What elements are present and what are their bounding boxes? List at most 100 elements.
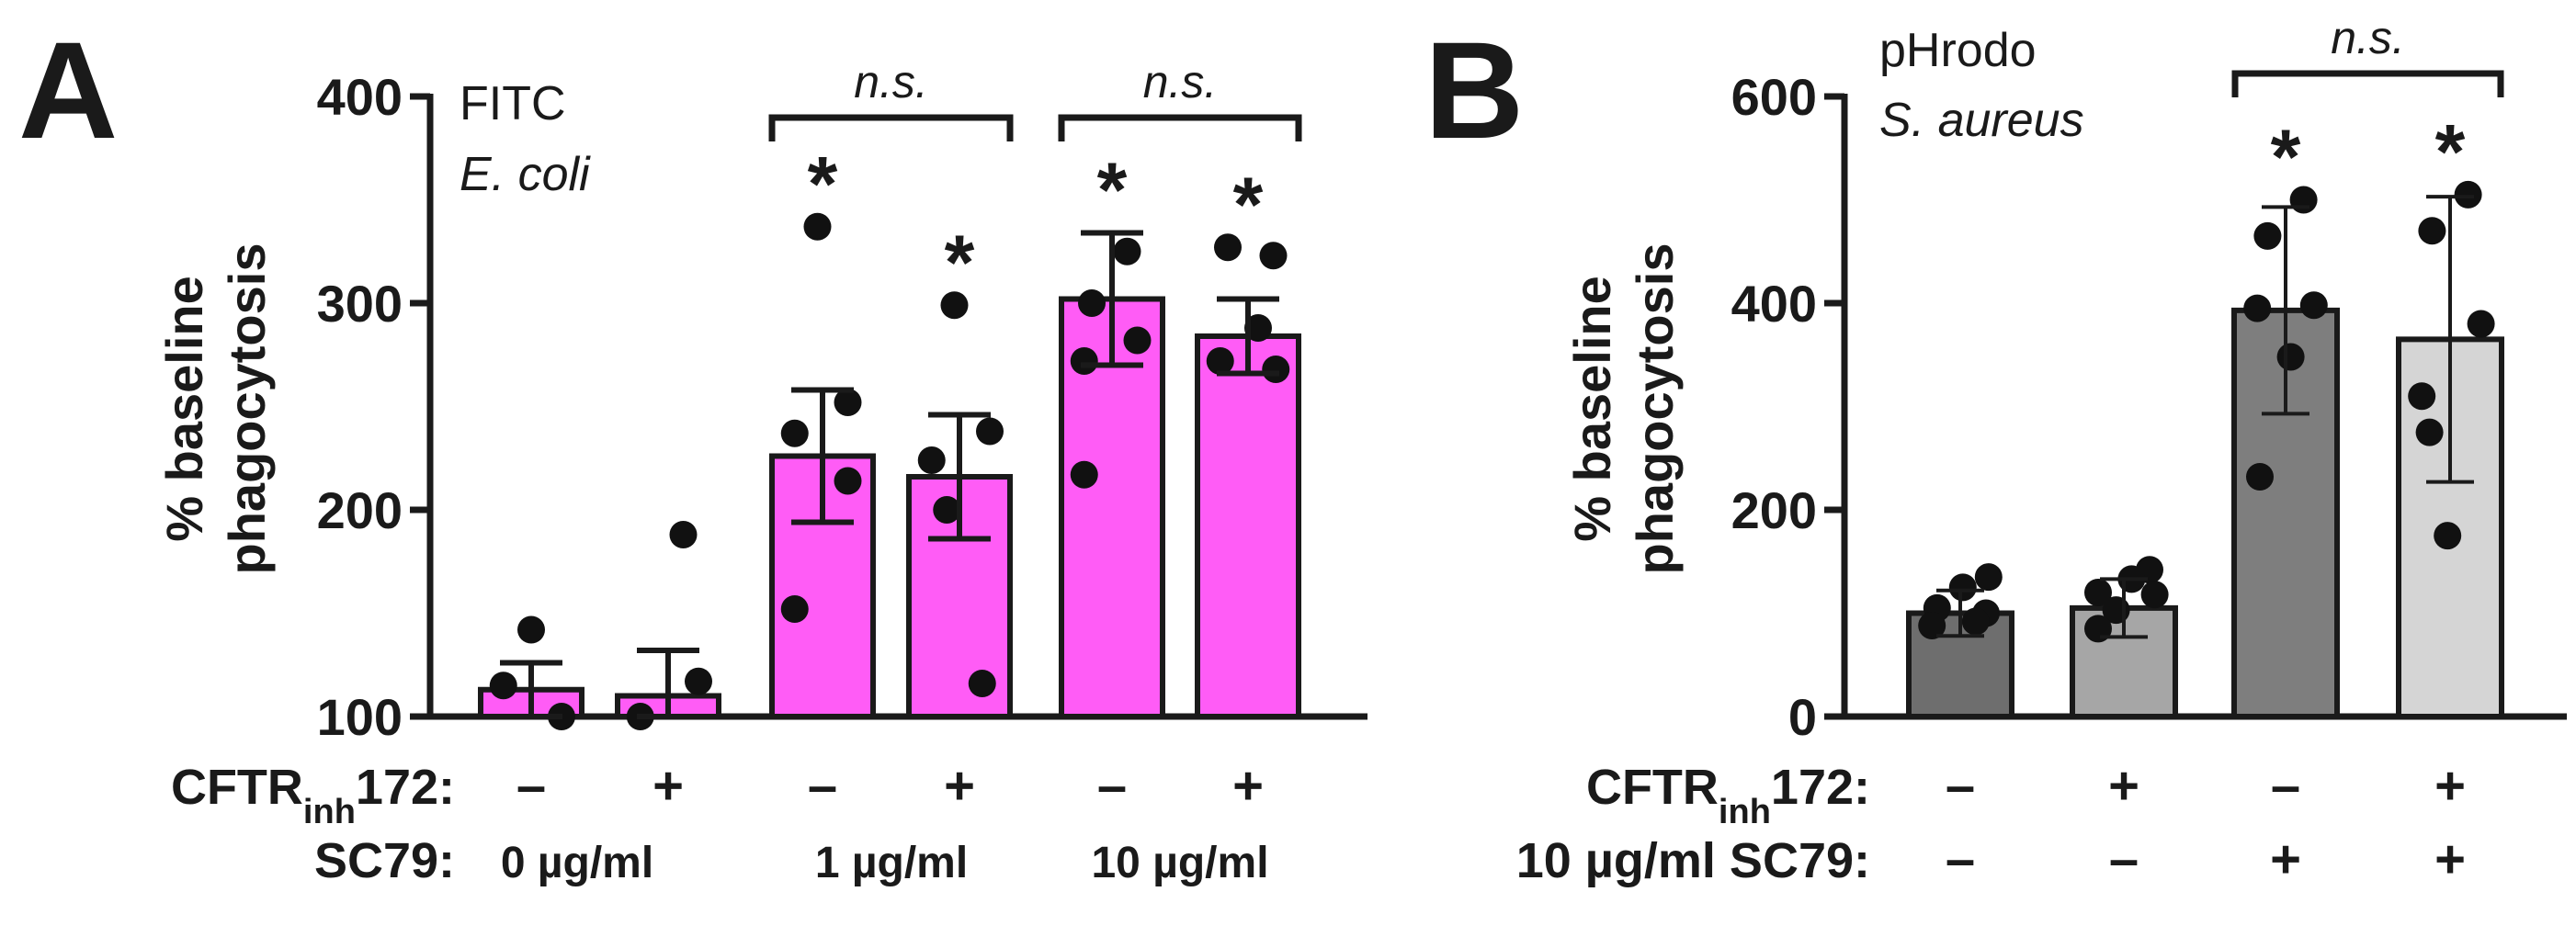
inhibitor-sign: – [1097,756,1127,816]
data-point [2418,217,2446,245]
comparison-bracket [768,114,1014,141]
y-axis-title-line: % baseline [1563,276,1621,541]
data-point [1961,607,1990,636]
data-point [1070,347,1098,375]
y-tick-label: 400 [1731,275,1817,333]
inhibitor-sign: – [516,756,546,816]
data-point [940,291,969,320]
bar [1195,333,1301,719]
inhibitor-sign: + [2434,756,2466,816]
sc79-row-label: SC79: [314,833,455,888]
inhibitor-sign: – [2271,756,2300,816]
comparison-bracket [2231,70,2504,97]
inhibitor-row-label: CFTRinh172: [171,760,455,831]
significance-star: * [1097,147,1128,233]
data-point [834,467,862,495]
data-point [2243,294,2272,322]
inhibitor-sign: – [1946,756,1975,816]
y-tick-label: 100 [317,688,403,746]
data-point [917,446,946,474]
significance-star: * [2271,114,2301,200]
inhibitor-suffix: 172: [356,760,455,815]
data-point [2434,522,2462,550]
sc79-concentration: 1 µg/ml [815,839,968,887]
data-point [1974,563,2003,592]
panel-letter: B [1424,13,1524,167]
y-axis-title: % baseline phagocytosis [155,243,276,575]
inhibitor-row-label: CFTRinh172: [1586,760,1870,831]
data-point [2084,579,2112,606]
dataset-label: FITC [460,77,566,130]
comparison-label: n.s. [854,56,928,107]
data-point [2467,310,2495,338]
data-point [2299,291,2328,320]
inhibitor-subscript: inh [303,793,356,831]
inhibitor-subscript: inh [1719,793,1771,831]
data-point [1262,356,1290,383]
sc79-concentration: 10 µg/ml [1091,839,1268,887]
data-point [1206,347,1234,375]
y-tick-label: 200 [1731,481,1817,539]
data-point [780,595,809,623]
y-axis-title: % baseline phagocytosis [1563,243,1684,575]
sc79-sign: + [2434,830,2466,889]
sc79-sign: + [2270,830,2301,889]
inhibitor-sign: + [1232,756,1264,816]
data-point [1259,242,1288,270]
bar [769,453,876,719]
significance-star: * [2435,108,2466,195]
inhibitor-sign: + [653,756,684,816]
data-point [976,417,1004,446]
y-axis-title-line: phagocytosis [1626,243,1684,575]
comparison-label: n.s. [1143,56,1218,107]
data-point [2408,382,2436,411]
data-point [517,615,545,644]
panel-letter: A [18,13,118,167]
organism-label: E. coli [460,148,591,201]
bar [1059,296,1165,719]
data-point [834,389,862,416]
sc79-sign: – [1946,830,1975,889]
data-point [1948,573,1977,602]
y-tick-label: 0 [1788,688,1817,746]
data-point [1918,612,1946,639]
data-point [968,670,996,697]
significance-star: * [1233,161,1264,247]
data-point [933,496,961,524]
data-point [2140,581,2169,609]
y-tick-label: 200 [317,481,403,539]
data-point [489,672,517,700]
data-point [1078,289,1106,317]
data-point [2276,343,2305,371]
data-point [669,521,698,548]
data-point [2454,180,2482,209]
dataset-label: pHrodo [1879,24,2037,77]
inhibitor-sign: – [808,756,837,816]
inhibitor-sign: + [944,756,975,816]
data-point [685,667,712,695]
data-point [2415,418,2444,446]
comparison-label: n.s. [2331,12,2405,63]
data-point [1113,237,1141,265]
data-point [780,419,809,447]
panel-a: A 100 200 300 400 % baseline phagocytosis FITC E… [18,13,1367,888]
data-point [1244,314,1272,342]
inhibitor-sign: + [2108,756,2139,816]
inhibitor-suffix: 172: [1771,760,1870,815]
data-point [1070,460,1098,489]
y-tick-label: 300 [317,275,403,333]
significance-star: * [945,219,975,305]
data-point [2246,463,2274,491]
organism-label: S. aureus [1879,94,2084,147]
y-tick-label: 400 [317,68,403,126]
sc79-concentration: 0 µg/ml [501,839,653,887]
y-axis-title-line: % baseline [155,276,213,541]
sc79-sign: – [2109,830,2139,889]
data-point [1214,233,1242,262]
y-axis-title-line: phagocytosis [218,243,276,575]
data-point [2253,221,2282,250]
sc79-row-label: 10 µg/ml SC79: [1516,833,1870,888]
data-point [803,212,832,241]
significance-star: * [808,141,838,227]
